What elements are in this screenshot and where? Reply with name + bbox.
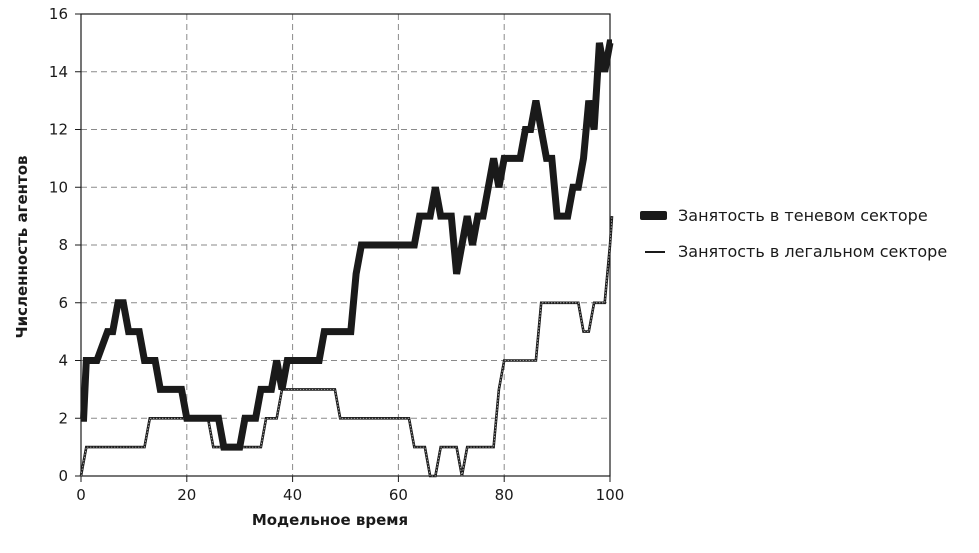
series-line-legal <box>79 216 614 478</box>
y-tick-label: 10 <box>49 178 68 196</box>
y-tick-label: 6 <box>58 294 68 312</box>
legend-item-shadow: Занятость в теневом секторе <box>640 206 928 225</box>
legend-label-legal: Занятость в легальном секторе <box>678 242 947 261</box>
x-axis-title: Модельное время <box>252 511 408 529</box>
y-tick-label: 4 <box>58 352 68 370</box>
x-tick-label: 0 <box>76 486 86 504</box>
series-line-legal-texture <box>80 216 613 477</box>
y-tick-label: 2 <box>58 409 68 427</box>
x-tick-label: 100 <box>596 486 625 504</box>
x-axis-ticks: 0 20 40 60 80 100 <box>76 476 624 504</box>
legend-item-legal: Занятость в легальном секторе <box>645 242 947 261</box>
series-line-shadow <box>80 39 614 451</box>
grid <box>81 14 610 476</box>
x-tick-label: 20 <box>177 486 196 504</box>
x-tick-label: 60 <box>389 486 408 504</box>
x-tick-label: 40 <box>283 486 302 504</box>
legend-label-shadow: Занятость в теневом секторе <box>678 206 928 225</box>
legend: Занятость в теневом секторе Занятость в … <box>640 206 947 261</box>
y-tick-label: 12 <box>49 121 68 139</box>
y-tick-label: 8 <box>58 236 68 254</box>
y-axis-title: Численность агентов <box>13 156 31 339</box>
legend-swatch-shadow <box>640 211 667 220</box>
y-tick-label: 16 <box>49 5 68 23</box>
x-tick-label: 80 <box>495 486 514 504</box>
y-tick-label: 0 <box>58 467 68 485</box>
series-layer <box>79 39 614 478</box>
y-axis-ticks: 0 2 4 6 8 10 12 14 16 <box>49 5 81 485</box>
y-tick-label: 14 <box>49 63 68 81</box>
